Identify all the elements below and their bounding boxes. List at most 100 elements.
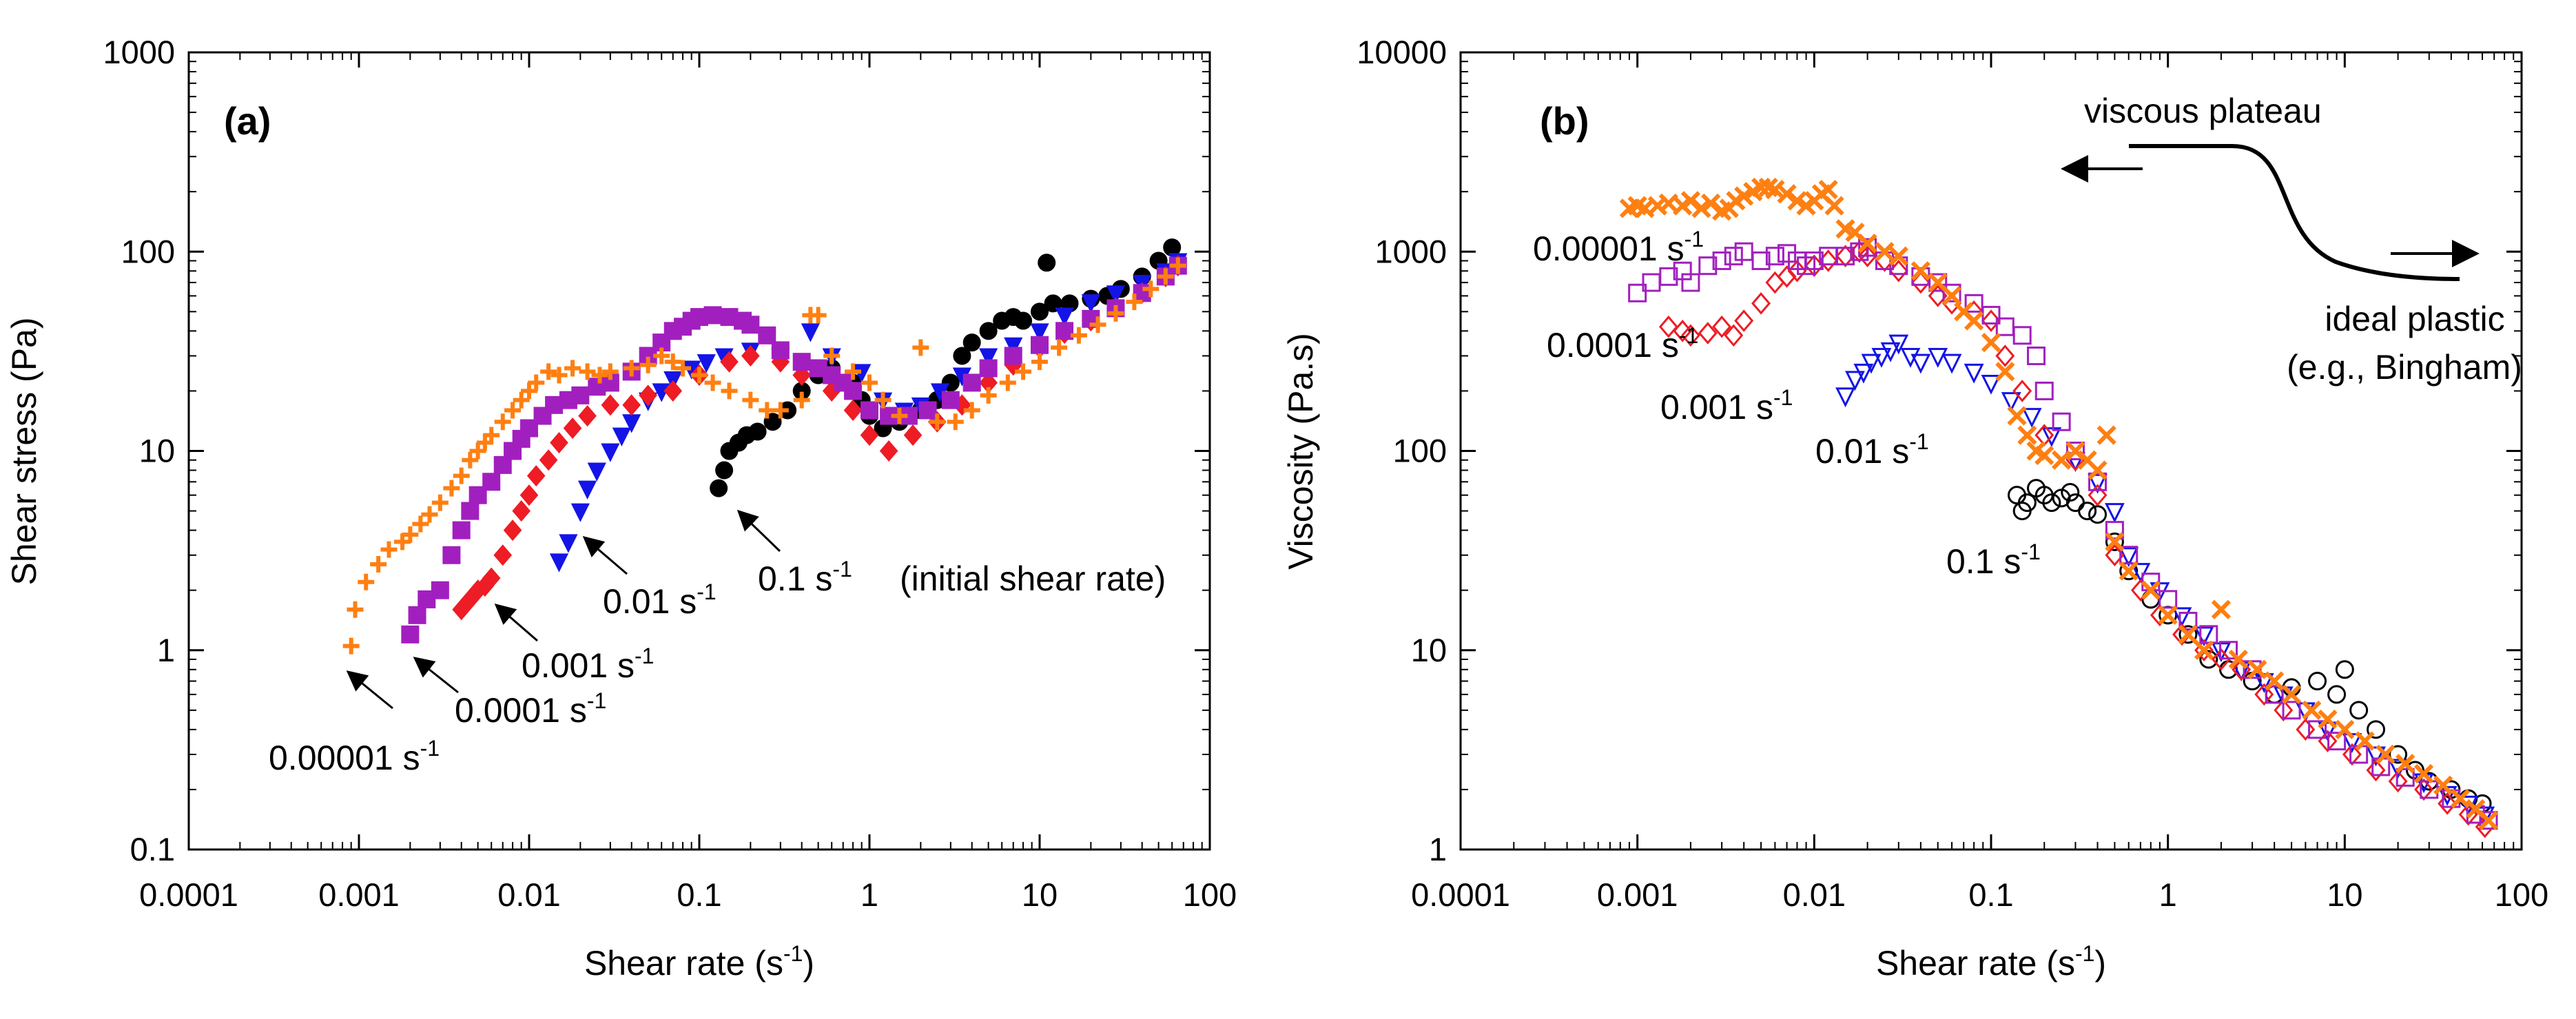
panel-a-data-point bbox=[347, 601, 364, 618]
panel-a-data-point bbox=[963, 402, 980, 419]
panel-b-data-point bbox=[2178, 611, 2198, 630]
panel-b-data-point bbox=[2141, 580, 2161, 600]
panel-a-data-point bbox=[452, 521, 471, 539]
panel-a-data-point bbox=[903, 424, 923, 446]
panel-a-data-point bbox=[879, 440, 898, 462]
panel-a-data-point bbox=[793, 391, 810, 409]
panel-a-data-point bbox=[1030, 323, 1049, 342]
annot-b-001-sup: -1 bbox=[1773, 385, 1793, 410]
annot-b-plateau: viscous plateau bbox=[2084, 92, 2322, 130]
panel-a-data-point bbox=[771, 341, 790, 360]
annot-a-001-sup: -1 bbox=[635, 644, 654, 668]
panel-b-data-point bbox=[1888, 246, 1908, 266]
panel-b-data-point bbox=[1910, 353, 1931, 374]
panel-b-data-point bbox=[2355, 731, 2375, 751]
panel-b-data-point bbox=[2302, 700, 2322, 720]
panel-b-data-point bbox=[2021, 408, 2042, 428]
panel-b-data-point bbox=[1880, 342, 1901, 362]
panel-a-data-point bbox=[653, 347, 670, 364]
panel-a-data-point bbox=[601, 363, 619, 380]
panel-a-data-point bbox=[845, 363, 862, 380]
panel-a-data-point bbox=[801, 323, 820, 342]
panel-b-label: (b) bbox=[1540, 99, 1589, 143]
panel-b-data-point bbox=[1853, 363, 1874, 384]
panel-a-data-point bbox=[874, 391, 892, 409]
panel-b-xlabel-end: ) bbox=[2094, 944, 2106, 982]
panel-b-data-point bbox=[2318, 721, 2338, 742]
panel-b-ytick-label: 1000 bbox=[1374, 233, 1447, 269]
panel-b-data-point bbox=[2376, 744, 2395, 765]
panel-b-data-point bbox=[2433, 775, 2453, 795]
annot-b-1-sup: -1 bbox=[2021, 539, 2040, 564]
panel-a-data-point bbox=[941, 391, 960, 409]
panel-b-data-point bbox=[1698, 256, 1718, 276]
panel-a-data-point bbox=[758, 326, 776, 344]
panel-a-data-point bbox=[342, 637, 360, 655]
panel-b-data-point bbox=[1712, 251, 1731, 270]
panel-a-data-point bbox=[980, 387, 997, 404]
panel-b-data-point bbox=[1777, 265, 1797, 288]
annot-a-0001-sup: -1 bbox=[587, 688, 606, 713]
panel-a-data-point bbox=[792, 353, 811, 371]
annot-a-00001-sup: -1 bbox=[420, 736, 440, 761]
panel-b-data-point bbox=[1995, 362, 2015, 382]
panel-a-data-point bbox=[623, 360, 640, 377]
panel-a-data-point bbox=[539, 449, 558, 471]
panel-b-data-point bbox=[1777, 184, 1797, 204]
panel-b-data-point bbox=[2281, 684, 2302, 705]
panel-a-ticks: 0.0001 0.001 0.01 0.1 1 10 100 0.1 1 10 100 1000 bbox=[103, 34, 1237, 913]
panel-a-data-point bbox=[860, 424, 879, 446]
panel-a-data-point bbox=[1038, 254, 1056, 272]
panel-b-data-point bbox=[2413, 763, 2434, 784]
panel-a-data-point bbox=[412, 515, 429, 533]
panel-a-data-point bbox=[591, 367, 608, 384]
panel-b-data-point bbox=[2130, 563, 2151, 583]
panel-b-data-point bbox=[2078, 502, 2097, 521]
panel-a-data-point bbox=[962, 333, 981, 352]
panel-b-data-point bbox=[1818, 179, 1838, 200]
panel-b-xlabel: Shear rate (s-1) bbox=[1876, 941, 2106, 982]
panel-a-data-point bbox=[1089, 316, 1106, 333]
panel-b-data-point bbox=[1787, 259, 1807, 282]
panel-b-data-point bbox=[2450, 789, 2471, 809]
panel-b-data-point bbox=[1751, 292, 1771, 315]
panel-a-data-point bbox=[504, 402, 522, 419]
panel-b-data-point bbox=[2027, 346, 2046, 365]
panel-b-data-point bbox=[1964, 363, 1984, 384]
panel-b-data-point bbox=[2007, 406, 2027, 426]
panel-b-data-point bbox=[1824, 196, 1844, 216]
panel-a-ytick-label: 1 bbox=[157, 632, 175, 668]
panel-a-data-point bbox=[571, 386, 590, 404]
annot-b-001-text: 0.001 s bbox=[1660, 388, 1773, 426]
panel-b-data-point bbox=[2178, 624, 2198, 644]
panel-b-data-point bbox=[2065, 442, 2085, 460]
panel-b-data-point bbox=[2211, 648, 2231, 671]
panel-b-data-point bbox=[2041, 427, 2062, 447]
panel-b-markers bbox=[1619, 177, 2499, 838]
panel-a-xlabel-end: ) bbox=[803, 944, 814, 982]
annot-b-1-text: 0.1 s bbox=[1946, 542, 2021, 581]
panel-a-data-point bbox=[540, 363, 557, 380]
panel-a-data-point bbox=[421, 506, 438, 523]
panel-a-data-point bbox=[442, 546, 461, 564]
panel-b-data-point bbox=[2034, 445, 2054, 466]
panel-b-series-3 bbox=[1628, 238, 2498, 830]
panel-b-data-point bbox=[1765, 247, 1784, 266]
annot-a-00001: 0.00001 s-1 bbox=[269, 736, 440, 777]
panel-b-data-point bbox=[2104, 503, 2125, 523]
arrow-a-1 bbox=[736, 509, 781, 553]
panel-b-data-point bbox=[2414, 778, 2434, 801]
panel-a-data-point bbox=[742, 391, 759, 409]
panel-b-data-point bbox=[2088, 484, 2108, 506]
panel-b-data-point bbox=[2367, 720, 2386, 739]
panel-b-data-point bbox=[2219, 641, 2238, 660]
panel-a-data-point bbox=[1004, 347, 1022, 365]
panel-b-data-point bbox=[2172, 607, 2192, 628]
panel-a-data-point bbox=[844, 382, 863, 400]
panel-a-data-point bbox=[493, 544, 513, 566]
panel-b-data-point bbox=[1734, 242, 1753, 261]
panel-b-ytick-label: 1 bbox=[1429, 831, 1447, 867]
panel-b-data-point bbox=[1845, 371, 1865, 391]
panel-a-data-point bbox=[861, 401, 878, 420]
panel-a-data-point bbox=[1106, 285, 1126, 305]
